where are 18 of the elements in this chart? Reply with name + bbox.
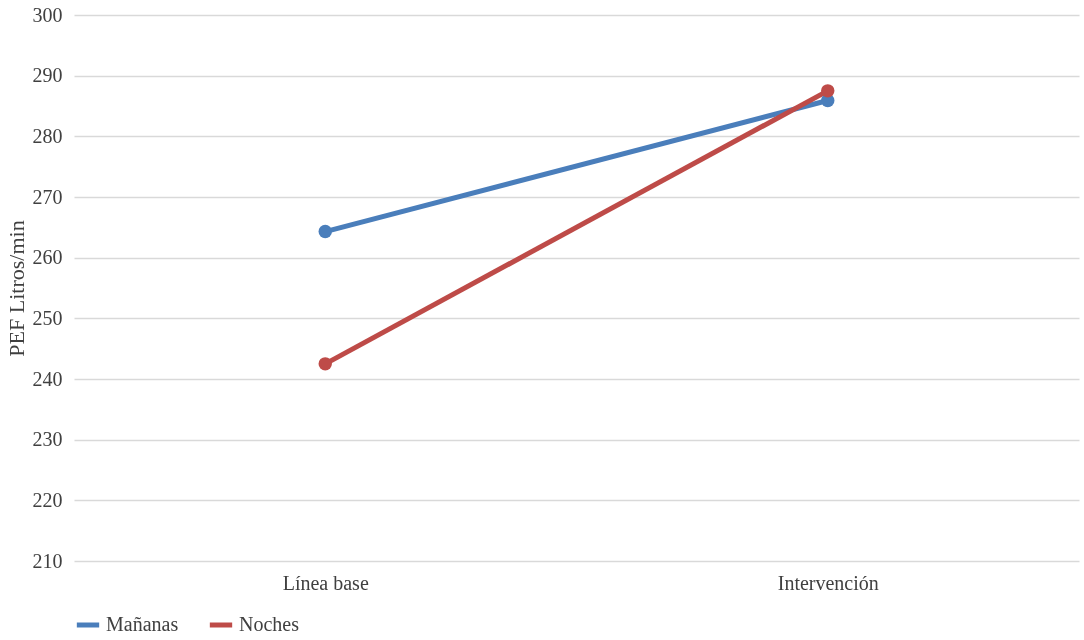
- y-axis-title: PEF Litros/min: [3, 220, 29, 357]
- y-tick-label: 250: [32, 306, 63, 329]
- y-tick-label: 270: [32, 185, 63, 208]
- y-tick-label: 210: [32, 549, 63, 572]
- y-tick-label: 300: [32, 3, 63, 26]
- point: [318, 357, 332, 371]
- x-tick-label: Intervención: [777, 571, 879, 594]
- legend-label: Mañanas: [106, 613, 179, 635]
- point: [318, 224, 332, 239]
- y-tick-label: 230: [32, 428, 63, 451]
- x-tick-label: Línea base: [282, 571, 369, 594]
- point: [821, 84, 835, 98]
- y-tick-label: 240: [32, 367, 63, 390]
- y-tick-label: 280: [32, 124, 63, 147]
- y-tick-label: 220: [32, 488, 63, 511]
- legend-label: Noches: [239, 613, 300, 635]
- y-tick-label: 260: [32, 246, 63, 269]
- y-tick-label: 290: [32, 64, 63, 87]
